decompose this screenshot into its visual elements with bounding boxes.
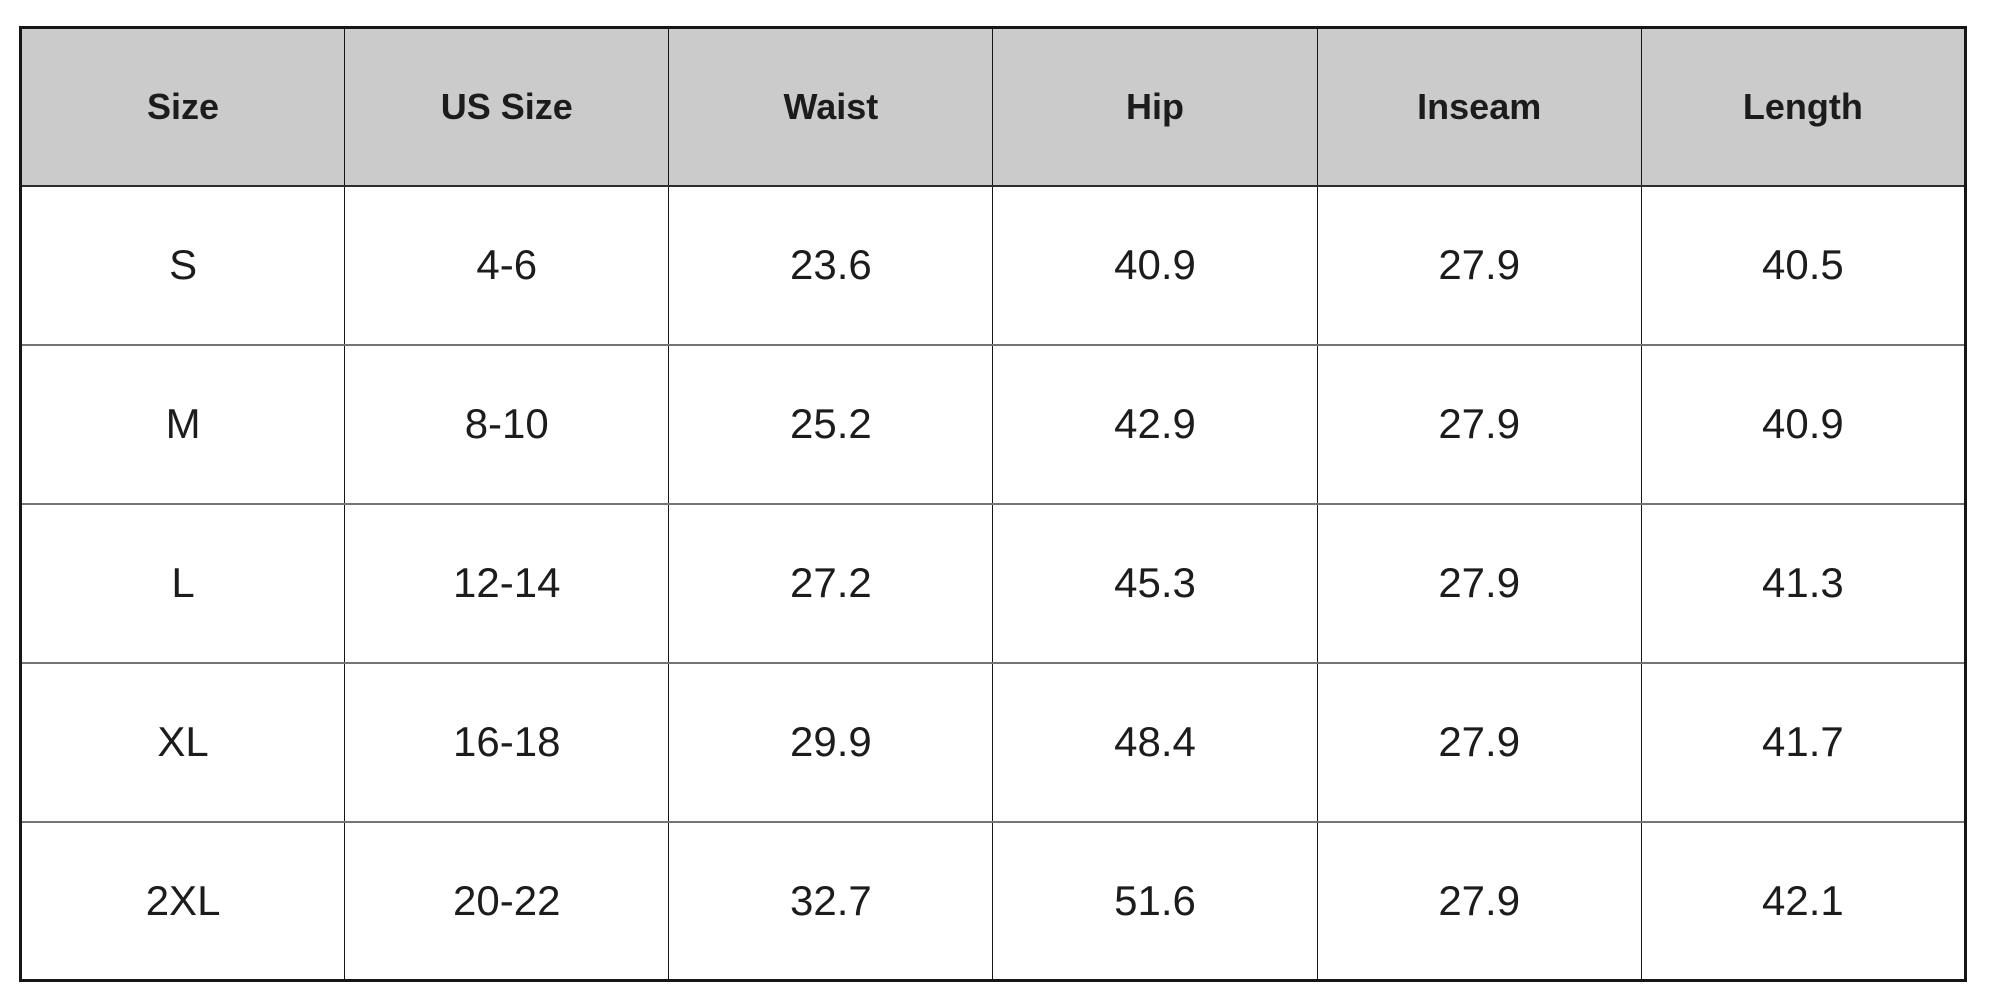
table-cell: 45.3 [992, 502, 1318, 663]
table-cell: 40.9 [992, 184, 1318, 345]
table-row: XL 16-18 29.9 48.4 27.9 41.7 [20, 661, 1966, 822]
header-cell-size: Size [20, 27, 345, 187]
table-row: 2XL 20-22 32.7 51.6 27.9 42.1 [20, 820, 1966, 981]
table-row: M 8-10 25.2 42.9 27.9 40.9 [20, 343, 1966, 504]
table-cell: 27.9 [1316, 343, 1642, 504]
table-cell: 40.9 [1640, 343, 1966, 504]
table-cell: 27.9 [1316, 184, 1642, 345]
table-cell: 41.7 [1640, 661, 1966, 822]
table-cell: 23.6 [668, 184, 993, 345]
table-cell: XL [20, 661, 345, 822]
header-cell-length: Length [1640, 27, 1966, 187]
table-cell: 42.1 [1640, 820, 1966, 981]
table-cell: 27.9 [1316, 502, 1642, 663]
header-cell-waist: Waist [668, 27, 993, 187]
table-cell: 25.2 [668, 343, 993, 504]
table-row: S 4-6 23.6 40.9 27.9 40.5 [20, 184, 1966, 345]
table-cell: 4-6 [344, 184, 669, 345]
table-cell: 29.9 [668, 661, 993, 822]
table-cell: 2XL [20, 820, 345, 981]
table-cell: 48.4 [992, 661, 1318, 822]
header-cell-inseam: Inseam [1316, 27, 1642, 187]
table-cell: 27.9 [1316, 661, 1642, 822]
table-cell: 20-22 [344, 820, 669, 981]
table-cell: 27.2 [668, 502, 993, 663]
table-cell: L [20, 502, 345, 663]
table-cell: 12-14 [344, 502, 669, 663]
header-cell-hip: Hip [992, 27, 1318, 187]
table-header-row: Size US Size Waist Hip Inseam Length [20, 27, 1966, 187]
table-cell: 8-10 [344, 343, 669, 504]
table-cell: S [20, 184, 345, 345]
table-cell: 16-18 [344, 661, 669, 822]
header-cell-us-size: US Size [344, 27, 669, 187]
table-cell: 51.6 [992, 820, 1318, 981]
size-chart-table: Size US Size Waist Hip Inseam Length S 4… [19, 26, 1967, 982]
table-cell: 27.9 [1316, 820, 1642, 981]
table-cell: 41.3 [1640, 502, 1966, 663]
table-cell: 32.7 [668, 820, 993, 981]
table-row: L 12-14 27.2 45.3 27.9 41.3 [20, 502, 1966, 663]
table-cell: M [20, 343, 345, 504]
table-cell: 42.9 [992, 343, 1318, 504]
table-cell: 40.5 [1640, 184, 1966, 345]
